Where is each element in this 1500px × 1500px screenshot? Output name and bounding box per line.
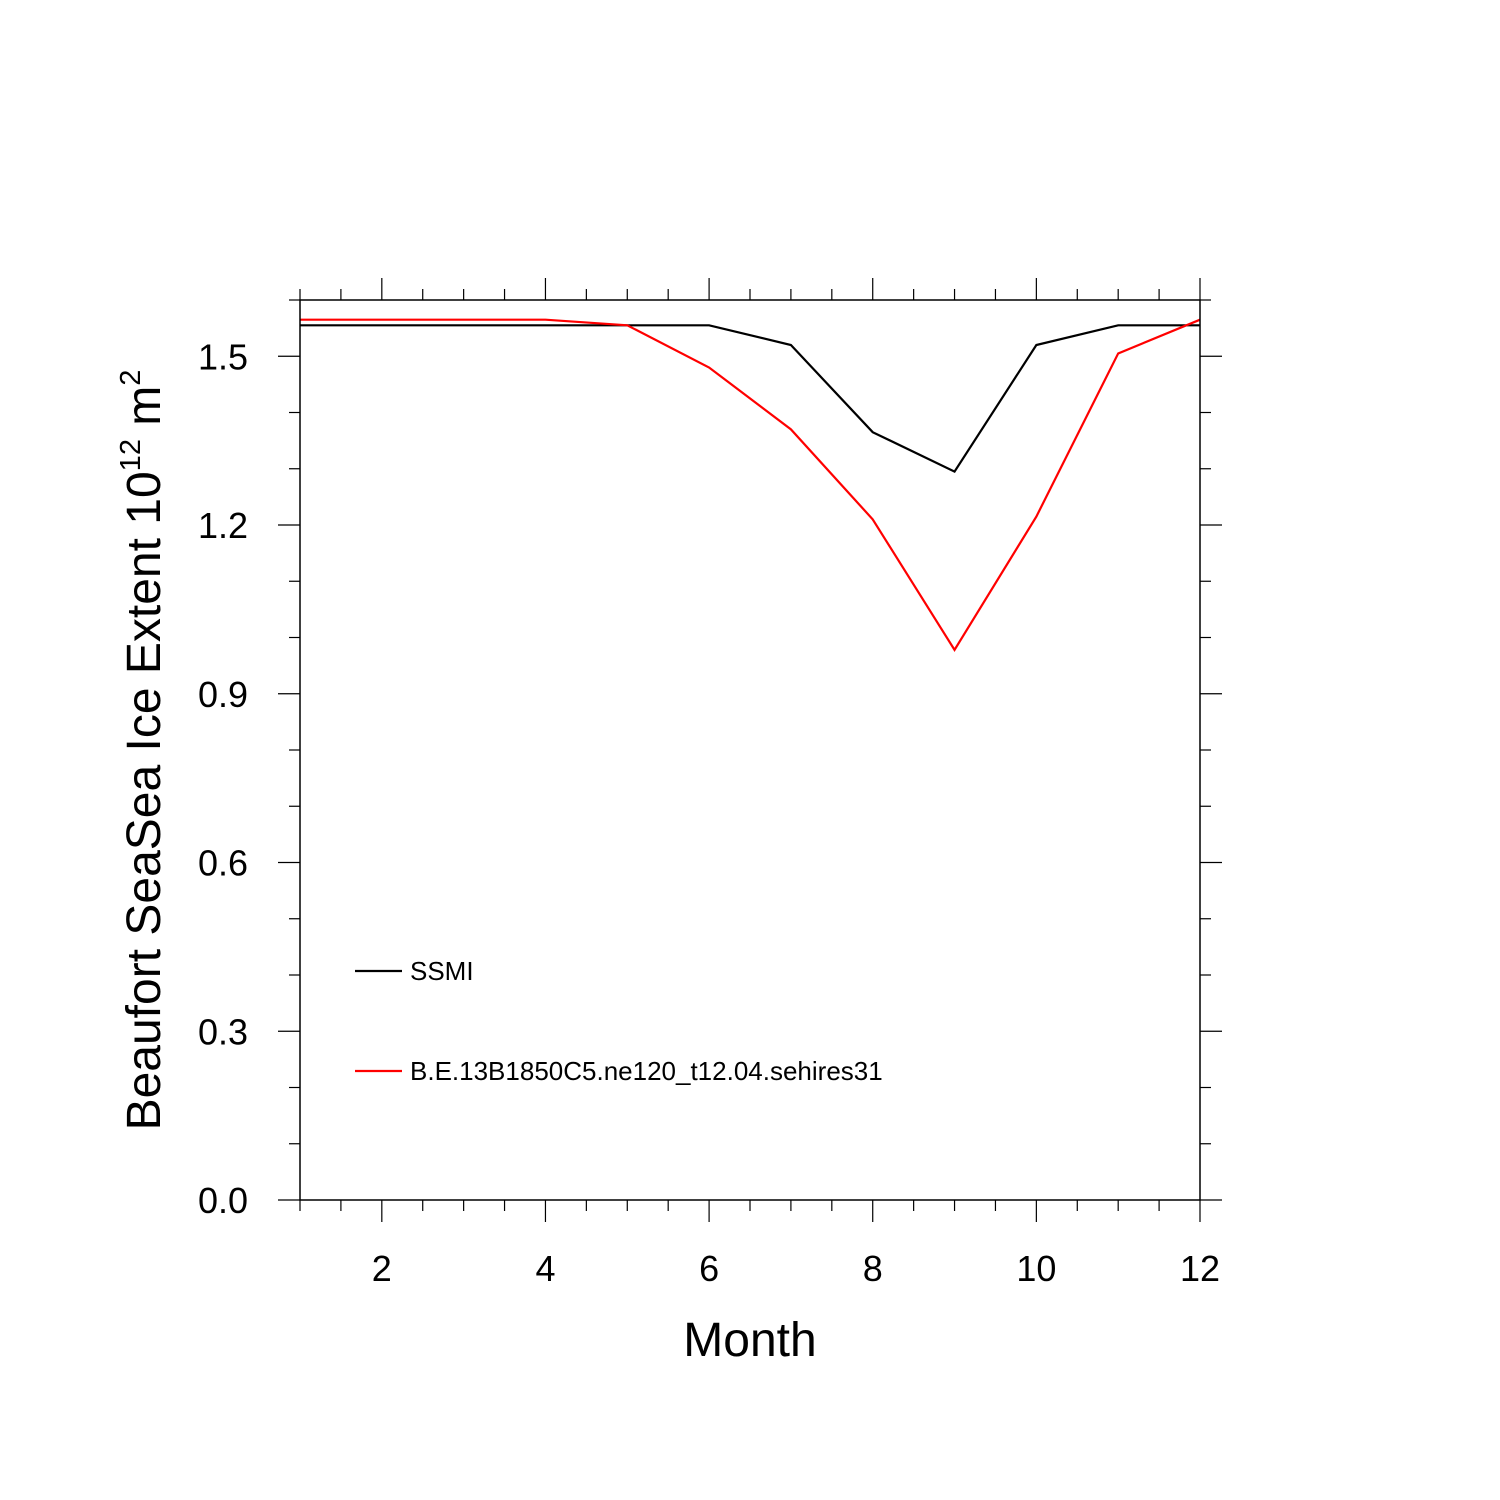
y-axis-title-exponent: 12 xyxy=(115,439,147,471)
x-tick-label: 4 xyxy=(535,1248,555,1289)
y-axis-title-unit-exponent: 2 xyxy=(115,370,147,386)
axis-ticks xyxy=(278,278,1222,1222)
y-axis-title-unit: m xyxy=(118,386,171,439)
y-tick-label: 0.9 xyxy=(198,674,248,715)
y-tick-label: 1.2 xyxy=(198,505,248,546)
data-series xyxy=(300,318,1201,652)
y-tick-label: 0.3 xyxy=(198,1011,248,1052)
legend: SSMI B.E.13B1850C5.ne120_t12.04.sehires31 xyxy=(355,956,883,1086)
x-tick-label: 10 xyxy=(1016,1248,1056,1289)
axis-tick-labels: 2 4 6 8 10 12 0.0 0.3 0.6 0.9 1.2 1.5 xyxy=(198,336,1220,1289)
legend-label: B.E.13B1850C5.ne120_t12.04.sehires31 xyxy=(410,1056,883,1086)
x-tick-label: 6 xyxy=(699,1248,719,1289)
series-line-2 xyxy=(300,318,1201,652)
x-tick-label: 8 xyxy=(863,1248,883,1289)
x-axis-title: Month xyxy=(683,1314,816,1367)
x-tick-label: 2 xyxy=(372,1248,392,1289)
y-axis-title: Beaufort SeaSea Ice Extent 1012 m2 xyxy=(115,370,171,1131)
y-tick-label: 0.6 xyxy=(198,843,248,884)
y-tick-label: 1.5 xyxy=(198,336,248,377)
y-tick-label: 0.0 xyxy=(198,1180,248,1221)
legend-label: SSMI xyxy=(410,956,474,986)
series-line-1 xyxy=(300,324,1200,473)
x-tick-label: 12 xyxy=(1180,1248,1220,1289)
plot-frame xyxy=(299,299,1201,1201)
y-axis-title-main: Beaufort SeaSea Ice Extent 10 xyxy=(118,471,171,1130)
